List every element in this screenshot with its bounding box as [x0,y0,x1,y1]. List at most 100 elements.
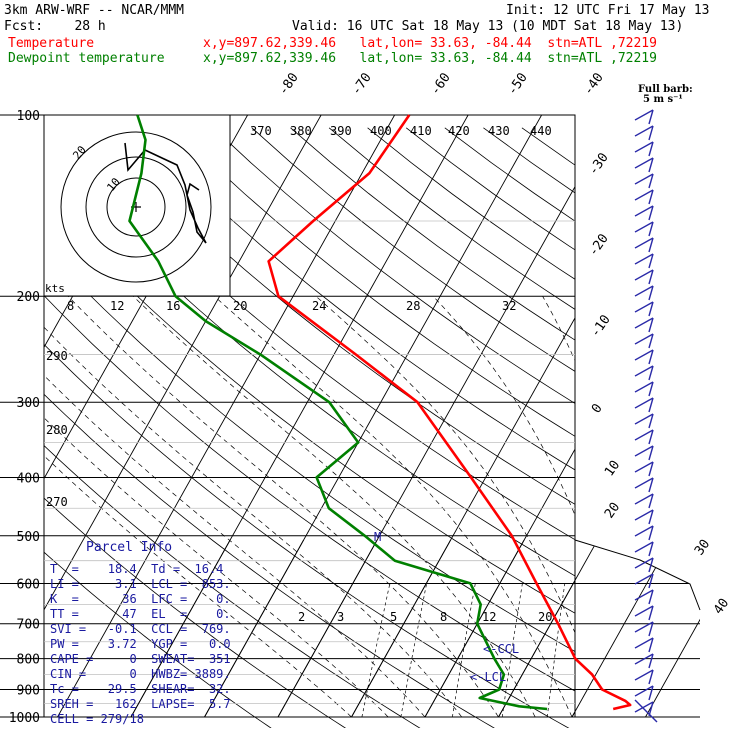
lcl-marker: <-LCL [470,670,506,684]
isotherm-label: -20 [586,231,612,259]
dry-adiabat [58,127,575,541]
pressure-tick-label: 100 [17,109,40,124]
parcel-row: T = 18.4 Td = 16.4 [50,562,224,576]
wind-barb-shaft [634,109,654,121]
parcel-row: Tc = 29.5 SHEAR= 32. [50,682,231,696]
temperature-location: x,y=897.62,339.46 lat,lon= 33.63, -84.44… [203,36,657,51]
pressure-tick-label: 400 [17,471,40,486]
mixing-ratio-label: 3 [337,610,344,624]
wind-barb-shaft [634,589,654,601]
moist-adiabat [44,417,389,718]
wind-barb-flag [648,413,654,429]
wind-barb-flag [648,605,654,621]
wind-barb-shaft [634,189,654,201]
wind-barb-flag [648,269,654,285]
isotherm-line [44,115,322,611]
dry-adiabat [97,127,575,505]
wind-barb-flag [648,333,654,349]
wind-barb-flag [648,365,654,381]
isotherm-label: -50 [505,70,531,98]
wind-barb-flag [648,109,654,125]
isotherm-label: -40 [581,70,607,98]
dry-adiabat [44,200,575,614]
wind-barb-flag [648,125,654,141]
wind-barb-flag [648,525,654,541]
wind-barb-flag [648,493,654,509]
full-barb-label: Full barb: [638,84,693,95]
parcel-row: SVI = -0.1 CCL = 769. [50,622,231,636]
dry-adiabat [483,127,575,194]
speed-ring-label: 16 [166,299,180,313]
wind-barb-flag [648,221,654,237]
mixing-height-marker: M [374,530,381,544]
isotherm-label: 20 [602,500,623,521]
wind-barb-flag [648,237,654,253]
wind-barb-flag [648,397,654,413]
parcel-row: CELL = 279/18 [50,712,144,726]
theta-label: 420 [448,124,470,138]
wind-barb-shaft [634,701,654,713]
wind-barb-shaft [634,381,654,393]
wind-barb-shaft [634,397,654,409]
dry-adiabat [328,127,575,310]
wind-barb-flag [648,509,654,525]
mixing-ratio-line [501,583,523,718]
wind-barb-shaft [634,525,654,537]
parcel-row: SREH = 162 LAPSE= 5.7 [50,697,231,711]
speed-ring-label: 24 [312,299,326,313]
wind-barb-flag [648,685,654,701]
hodograph-ring [60,131,212,283]
wind-barb-flag [648,653,654,669]
mixing-ratio-line [361,583,391,718]
wind-barb-shaft [634,461,654,473]
dry-adiabat [44,393,495,728]
wind-barb-flag [648,637,654,653]
wind-barb-flag [648,477,654,493]
isotherm-line [571,540,700,718]
mixing-ratio-label: 20 [538,610,552,624]
hodograph-trace [124,142,207,244]
hodograph-ring [85,156,187,258]
isotherm-line [719,115,740,717]
dewpoint-legend: Dewpoint temperature [8,51,165,66]
wind-barb-shaft [634,493,654,505]
wind-barb-flag [648,253,654,269]
dry-adiabat [444,127,575,222]
isotherm-line [277,540,616,718]
hodograph-units: kts [45,282,65,295]
dry-adiabat [44,444,421,728]
pressure-tick-label: 200 [17,290,40,305]
hodograph-ring [106,177,166,237]
init-time: Init: 12 UTC Fri 17 May 13 [506,3,710,18]
wind-barb-shaft [634,365,654,377]
theta-label: 270 [46,495,68,509]
isotherm-line [351,540,690,718]
wind-barb-flag [648,173,654,189]
dry-adiabat [44,154,575,577]
theta-label: 370 [250,124,272,138]
wind-barb-shaft [634,285,654,297]
wind-barb-shaft [634,557,654,569]
wind-barb-shaft [634,445,654,457]
isotherm-label: -60 [428,70,454,98]
pressure-tick-label: 600 [17,577,40,592]
speed-ring-label: 32 [502,299,516,313]
parcel-row: PW = 3.72 YGP = 0.0 [50,637,231,651]
wind-barb-flag [648,285,654,301]
dry-adiabat [44,247,575,652]
wind-barb-shaft [634,621,654,633]
isotherm-line [57,115,396,718]
theta-label: 290 [46,349,68,363]
parcel-info-title: Parcel Info [86,540,173,555]
dry-adiabat [44,295,575,692]
isotherm-label: -10 [588,312,614,340]
wind-barb-shaft [634,541,654,553]
wind-barb-shaft [634,413,654,425]
wind-barb-shaft [634,509,654,521]
wind-barb-shaft [634,429,654,441]
dry-adiabat [251,127,575,372]
isotherm-line [498,540,700,718]
temperature-trace [267,114,632,711]
wind-barb-flag [648,461,654,477]
